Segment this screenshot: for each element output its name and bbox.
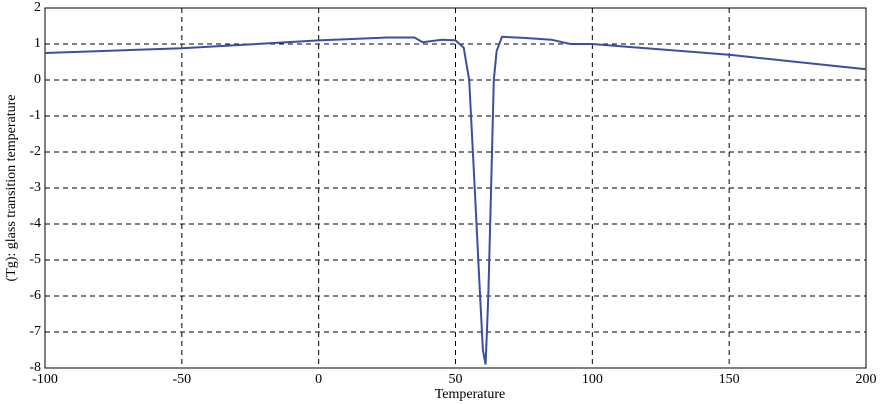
y-tick-label: -7: [29, 324, 41, 339]
x-tick-label: -100: [32, 372, 58, 387]
y-tick-label: 1: [34, 36, 41, 51]
x-axis-label: Temperature: [435, 387, 506, 402]
y-tick-label: 0: [34, 72, 41, 87]
y-tick-label: -3: [29, 180, 41, 195]
x-tick-label: 150: [719, 372, 740, 387]
y-tick-label: -1: [29, 108, 41, 123]
x-tick-label: -50: [172, 372, 191, 387]
y-tick-label: -4: [29, 216, 41, 231]
x-tick-label: 50: [449, 372, 463, 387]
x-tick-label: 100: [582, 372, 603, 387]
x-tick-label: 200: [856, 372, 877, 387]
data-line: [44, 35, 867, 365]
y-tick-label: 2: [34, 0, 41, 15]
y-tick-label: -5: [29, 252, 41, 267]
plot-frame: [44, 7, 867, 369]
y-tick-label: -2: [29, 144, 41, 159]
y-axis-label: (Tg): glass transition temperature: [4, 95, 19, 282]
y-tick-label: -6: [29, 288, 41, 303]
y-tick-label: -8: [29, 360, 41, 375]
x-tick-label: 0: [315, 372, 322, 387]
